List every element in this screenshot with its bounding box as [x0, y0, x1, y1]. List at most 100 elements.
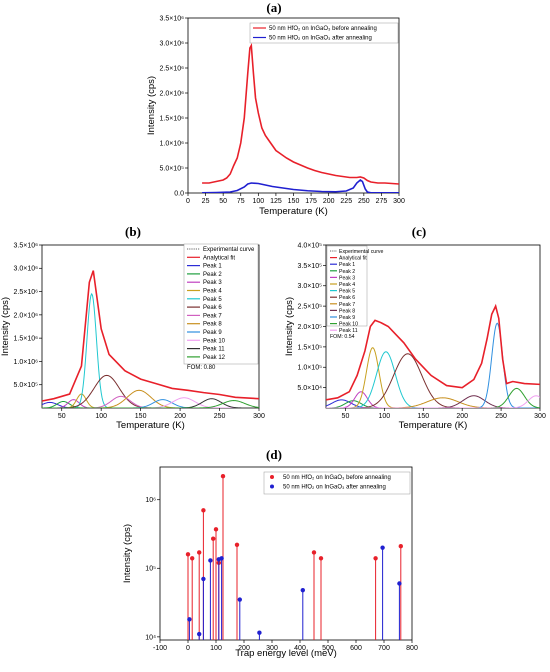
plot-area: [42, 270, 259, 408]
legend-label: Peak 5: [203, 297, 222, 303]
y-tick-label: 1.5×10⁶: [160, 115, 185, 122]
x-tick-label: 0: [186, 645, 190, 652]
legend-label: Peak 4: [339, 282, 355, 288]
y-tick-label: 1.0×10⁶: [14, 359, 39, 366]
legend-label: 50 nm HfO₂ on InGaO₃ after annealing: [269, 36, 372, 42]
legend-label: Experimental curve: [203, 247, 255, 253]
x-tick-label: 225: [340, 198, 352, 205]
legend-label: Peak 11: [339, 328, 358, 334]
panel-label: (c): [412, 224, 426, 239]
x-tick-label: 175: [305, 198, 317, 205]
x-tick-label: 300: [534, 413, 546, 420]
data-point: [311, 550, 317, 555]
panel-c: (c) 50 100 150 200 250 300 5.0×10⁴ 1.0×10⁵ 1.5×10…: [284, 224, 546, 431]
x-tick-label: 300: [393, 198, 405, 205]
y-tick-label: 1.5×10⁶: [14, 336, 39, 343]
plot-frame: [187, 17, 400, 194]
panel-label: (a): [266, 0, 281, 15]
plot-area: [202, 42, 399, 193]
y-tick-label: 2.0×10⁵: [297, 324, 322, 331]
legend-label: Peak 6: [339, 295, 355, 301]
y-tick-label: 2.5×10⁵: [297, 304, 322, 311]
x-tick-label: 250: [214, 413, 226, 420]
legend: 50 nm HfO₂ on InGaO₃ before annealing 50 …: [249, 22, 399, 44]
x-tick-label: 700: [378, 645, 390, 652]
y-tick-label: 2.0×10⁶: [160, 90, 185, 97]
x-tick-label: 150: [288, 198, 300, 205]
series-line-2: [202, 178, 399, 193]
data-point: [201, 508, 206, 513]
y-tick-label: 1.5×10⁵: [297, 344, 322, 351]
data-point: [190, 556, 195, 561]
legend-label: Peak 8: [203, 322, 222, 328]
x-axis-label: Temperature (K): [399, 420, 468, 431]
x-tick-label: 200: [174, 413, 186, 420]
data-point: [257, 630, 262, 635]
legend: 50 nm HfO₂ on InGaO₃ before annealing 50 …: [263, 471, 411, 495]
x-tick-label: 200: [323, 198, 335, 205]
x-tick-label: 100: [252, 198, 264, 205]
y-tick-label: 5.0×10⁵: [13, 382, 38, 389]
data-point: [234, 542, 240, 548]
x-tick-label: 400: [294, 645, 306, 652]
x-tick-label: 500: [322, 645, 334, 652]
legend-label: Peak 10: [339, 322, 358, 328]
panel-a: (a) 0 25 50 75 100 125 150 175 200 225 250 275 300 0.0…: [146, 0, 405, 217]
data-point: [211, 536, 216, 541]
x-tick-label: 600: [350, 645, 362, 652]
y-tick-label: 3.5×10⁵: [297, 263, 322, 270]
legend-label: Peak 7: [203, 313, 222, 319]
y-tick-label: 3.5×10⁶: [14, 242, 39, 249]
y-tick-label: 5.0×10⁵: [159, 165, 184, 172]
legend-box: [183, 243, 259, 365]
x-tick-label: 250: [495, 413, 507, 420]
panel-label: (b): [125, 224, 141, 239]
series-line-2: [326, 303, 540, 401]
legend-label: Peak 3: [203, 280, 222, 286]
legend-label: Peak 3: [339, 275, 355, 281]
panel-b: (b) 50 100 150 200 250 300 5.0×10⁵ 1.0×10⁶ 1.5×10…: [0, 224, 265, 431]
fom-label: FOM: 0.54: [330, 334, 355, 340]
peak-curve-2: [326, 400, 540, 408]
data-point: [300, 587, 305, 593]
peak-curve-5: [326, 351, 540, 408]
x-tick-label: 300: [266, 645, 278, 652]
legend-label: Peak 10: [203, 338, 226, 344]
legend-label: Peak 9: [339, 315, 355, 321]
peak-curve-12: [42, 400, 259, 408]
data-point: [397, 581, 402, 586]
data-point: [201, 576, 206, 582]
legend-label: 50 nm HfO₂ on InGaO₃ before annealing: [269, 26, 377, 32]
y-tick-label: 1.0×10⁵: [297, 365, 322, 372]
y-axis-label: Intensity (cps): [146, 76, 157, 135]
x-axis-label: Trap energy level (meV): [235, 648, 337, 659]
peak-curve-9: [326, 322, 540, 408]
x-tick-label: 150: [135, 413, 147, 420]
x-axis-label: Temperature (K): [116, 420, 185, 431]
peak-curve-9: [42, 399, 259, 408]
data-point: [213, 527, 219, 532]
x-tick-label: 200: [456, 413, 468, 420]
data-point: [185, 552, 191, 557]
x-tick-label: 100: [210, 645, 222, 652]
legend-label: Peak 1: [203, 264, 222, 270]
y-tick-label: 3.5×10⁶: [160, 15, 185, 22]
y-tick-label: 10⁵: [145, 566, 156, 573]
data-point: [197, 550, 202, 555]
x-tick-label: 25: [202, 198, 210, 205]
peak-curve-4: [326, 347, 540, 408]
data-point: [380, 545, 385, 550]
plot-area: [185, 474, 403, 640]
x-tick-label: 800: [406, 645, 418, 652]
peak-curve-10: [326, 387, 540, 408]
legend-label: 50 nm HfO₂ on InGaO₃ after annealing: [283, 485, 386, 491]
y-axis-label: Intensity (cps): [0, 297, 11, 356]
y-axis-label: Intensity (cps): [284, 297, 295, 356]
data-point: [220, 474, 226, 479]
y-tick-label: 3.0×10⁶: [14, 266, 39, 273]
y-tick-label: 2.0×10⁶: [14, 312, 39, 319]
data-point: [197, 631, 202, 637]
plot-frame: [159, 466, 413, 641]
x-tick-label: 100: [379, 413, 391, 420]
data-point: [237, 597, 242, 602]
